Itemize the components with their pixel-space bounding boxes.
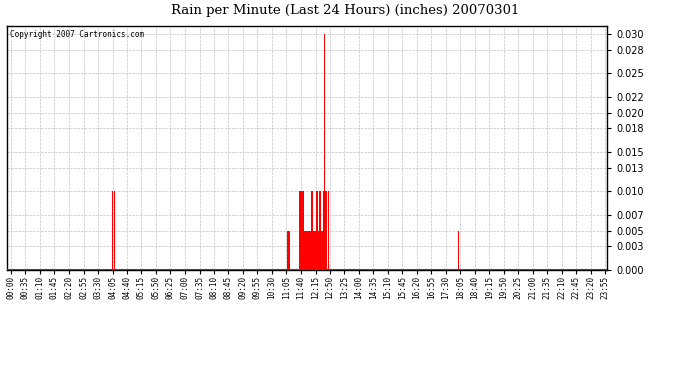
Bar	[308, 231, 309, 270]
Bar	[307, 231, 308, 270]
Bar	[318, 231, 319, 270]
Bar	[313, 231, 314, 270]
Bar	[304, 231, 305, 270]
Bar	[316, 191, 317, 270]
Bar	[322, 191, 324, 270]
Bar	[287, 231, 288, 270]
Bar	[306, 231, 307, 270]
Bar	[303, 191, 304, 270]
Bar	[301, 191, 302, 270]
Bar	[315, 231, 316, 270]
Text: Rain per Minute (Last 24 Hours) (inches) 20070301: Rain per Minute (Last 24 Hours) (inches)…	[171, 4, 519, 17]
Bar	[300, 191, 301, 270]
Bar	[312, 191, 313, 270]
Text: Copyright 2007 Cartronics.com: Copyright 2007 Cartronics.com	[10, 30, 144, 39]
Bar	[311, 191, 312, 270]
Bar	[319, 191, 320, 270]
Bar	[299, 191, 300, 270]
Bar	[288, 231, 290, 270]
Bar	[302, 191, 303, 270]
Bar	[270, 231, 271, 270]
Bar	[320, 191, 321, 270]
Bar	[321, 231, 322, 270]
Bar	[328, 191, 329, 270]
Bar	[324, 34, 325, 270]
Bar	[325, 191, 326, 270]
Bar	[309, 231, 310, 270]
Bar	[458, 231, 459, 270]
Bar	[317, 191, 318, 270]
Bar	[310, 231, 311, 270]
Bar	[305, 231, 306, 270]
Bar	[314, 231, 315, 270]
Bar	[114, 191, 115, 270]
